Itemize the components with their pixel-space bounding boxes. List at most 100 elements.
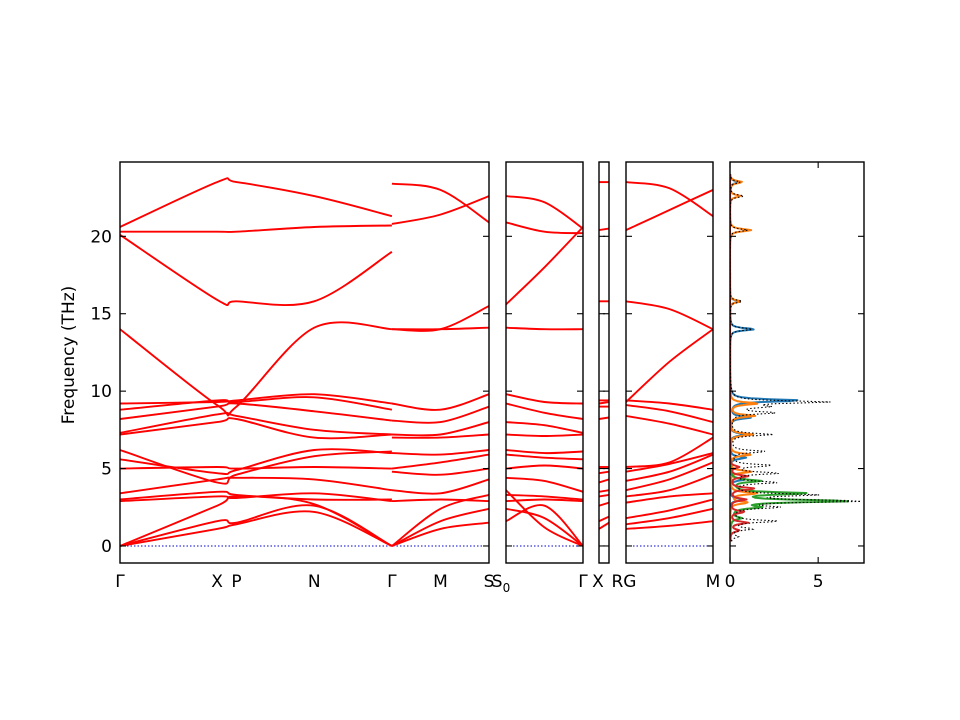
band-line	[506, 402, 583, 420]
band-line	[626, 507, 713, 526]
band-line	[120, 234, 393, 307]
bands-panel-2	[599, 181, 609, 547]
band-line	[391, 467, 489, 476]
band-line	[626, 404, 713, 424]
band-line	[120, 393, 393, 405]
y-tick-label: 10	[90, 382, 112, 402]
band-line	[626, 473, 713, 498]
band-line	[506, 393, 583, 405]
band-line	[599, 515, 609, 523]
band-line	[120, 510, 393, 547]
band-line	[599, 489, 609, 493]
band-line	[391, 421, 489, 437]
band-line	[506, 504, 583, 547]
band-line	[391, 521, 489, 547]
band-line	[391, 182, 489, 224]
band-line	[626, 181, 713, 217]
band-line	[599, 478, 609, 484]
band-line	[391, 405, 489, 424]
x-tick-label: Γ	[578, 572, 588, 592]
band-line	[626, 189, 713, 231]
band-line	[391, 433, 489, 439]
band-line	[506, 464, 583, 470]
band-line	[120, 449, 392, 485]
band-line	[506, 195, 583, 230]
band-line	[120, 417, 392, 440]
x-tick-label: S0	[492, 572, 510, 595]
band-line	[120, 466, 392, 470]
band-line	[599, 493, 609, 498]
band-line	[626, 453, 713, 482]
panel-frame-2	[598, 161, 610, 564]
x-tick-label: RG	[612, 572, 637, 592]
band-line	[599, 470, 609, 475]
band-line	[506, 453, 583, 461]
band-line	[391, 493, 489, 547]
y-axis-label: Frequency (THz)	[59, 286, 79, 425]
band-line	[120, 495, 393, 547]
band-line	[391, 478, 489, 495]
band-line	[120, 448, 392, 475]
dos-projected-p3	[730, 174, 850, 542]
y-tick-label: 15	[90, 305, 112, 325]
band-line	[120, 490, 392, 501]
band-line	[626, 492, 713, 504]
x-tick-label: Γ	[387, 572, 397, 592]
dos-x-tick-label: 0	[725, 572, 736, 592]
y-tick-label: 0	[101, 537, 112, 557]
band-line	[391, 195, 489, 225]
x-tick-label: M	[433, 572, 448, 592]
x-tick-label: N	[308, 572, 321, 592]
band-line	[391, 449, 489, 456]
band-line	[391, 326, 489, 331]
band-line	[506, 507, 583, 547]
band-line	[391, 393, 489, 411]
bands-panel-1	[506, 195, 583, 547]
band-line	[120, 402, 393, 422]
dos-frame	[729, 161, 865, 564]
x-tick-label: X	[592, 572, 604, 592]
band-line	[626, 414, 713, 436]
band-line	[626, 452, 713, 473]
x-tick-label: P	[231, 572, 241, 592]
band-line	[506, 493, 583, 501]
band-line	[599, 227, 609, 232]
x-tick-label: M	[706, 572, 721, 592]
band-line	[506, 421, 583, 434]
band-line	[626, 498, 713, 520]
panel-frame-0	[119, 161, 490, 564]
band-line	[626, 520, 713, 530]
y-tick-label: 5	[101, 460, 112, 480]
band-line	[506, 226, 583, 306]
band-line	[599, 521, 609, 530]
band-line	[626, 436, 713, 468]
band-line	[120, 476, 393, 495]
panel-frame-3	[625, 161, 714, 564]
band-line	[506, 489, 583, 547]
band-line	[599, 401, 609, 405]
bands-panel-3	[626, 181, 713, 547]
x-tick-label: S	[484, 572, 495, 592]
band-line	[391, 453, 489, 470]
band-line	[391, 498, 489, 503]
dos-curves	[730, 174, 862, 542]
band-line	[506, 498, 583, 503]
y-tick-label: 20	[90, 227, 112, 247]
band-line	[120, 321, 392, 417]
band-line	[626, 461, 713, 492]
band-line	[626, 328, 713, 403]
panel-frame-1	[505, 161, 584, 564]
band-line	[120, 492, 392, 503]
dos-projected-p4	[730, 174, 756, 542]
band-line	[120, 224, 392, 233]
band-line	[506, 476, 583, 493]
band-line	[506, 221, 583, 235]
band-line	[120, 411, 392, 436]
band-line	[506, 433, 583, 437]
band-line	[626, 399, 713, 411]
band-line	[626, 300, 713, 331]
band-line	[599, 501, 609, 507]
x-tick-label: Γ	[115, 572, 125, 592]
